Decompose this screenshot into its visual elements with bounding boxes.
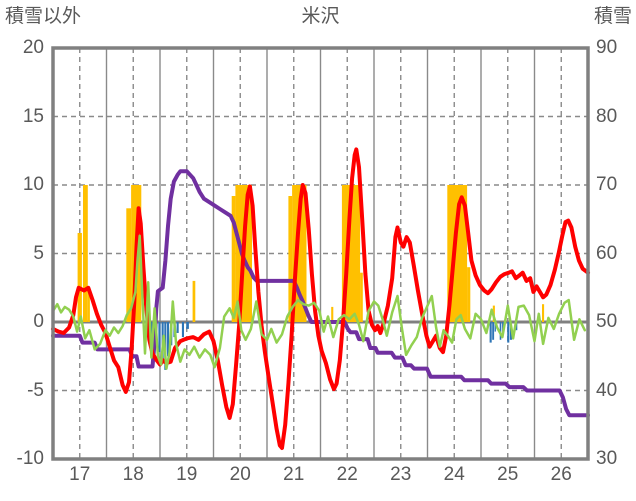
bars_blue_precipitation-bar [181, 322, 184, 338]
y-left-tick: 5 [33, 242, 44, 264]
y-left-tick: 0 [33, 311, 44, 332]
bars_orange_sunshine-bar [467, 267, 471, 322]
bars_blue_precipitation-bar [494, 322, 496, 332]
left-axis-title: 積雪以外 [5, 6, 82, 27]
bars_blue_precipitation-bar [150, 322, 153, 336]
y-right-tick: 30 [596, 448, 618, 469]
bars_blue_precipitation-bar [489, 322, 492, 343]
line_green [51, 234, 587, 370]
bars_blue_precipitation-bar [167, 322, 170, 357]
line_purple_snow_depth [51, 169, 590, 418]
y-right-tick: 90 [596, 37, 618, 58]
x-tick: 22 [336, 464, 358, 485]
bars_orange_sunshine-bar [87, 286, 90, 322]
bars_blue_precipitation-bar [186, 322, 189, 329]
bars_orange_sunshine-bar [126, 208, 132, 322]
right-axis-title: 積雪 [593, 6, 632, 27]
y-right-tick: 80 [596, 105, 618, 127]
x-tick: 19 [176, 464, 198, 485]
x-tick: 17 [69, 464, 91, 485]
bars_blue_precipitation-bar [176, 322, 179, 333]
x-tick: 20 [229, 464, 251, 485]
bars_orange_sunshine-bar [360, 272, 363, 322]
plot-border [51, 46, 590, 461]
bars_blue_precipitation-bar [158, 322, 161, 353]
bars_orange_sunshine-bar [83, 185, 88, 322]
x-tick: 18 [122, 464, 144, 485]
y-left-tick: 15 [22, 105, 44, 127]
y-left-tick: 20 [22, 37, 44, 58]
bars_blue_precipitation-bar [507, 322, 510, 343]
y-right-tick: 40 [596, 379, 618, 401]
bars_orange_sunshine-bar [192, 280, 196, 322]
y-right-tick: 50 [596, 311, 618, 332]
bars_blue_precipitation-bar [492, 322, 495, 340]
bars_orange_sunshine-bar [231, 196, 236, 322]
x-tick: 23 [390, 464, 412, 485]
bars_orange_sunshine-bar [542, 304, 545, 322]
y-left-tick: -5 [27, 379, 44, 401]
y-right-tick: 70 [596, 174, 618, 195]
x-tick: 25 [497, 464, 519, 485]
y-left-tick: 10 [22, 174, 44, 195]
bars_orange_sunshine-bar [77, 233, 82, 322]
y-right-tick: 60 [596, 242, 618, 264]
x-tick: 21 [283, 464, 305, 485]
y-left-tick: -10 [16, 448, 44, 469]
bars_orange_sunshine-bar [288, 196, 293, 322]
chart-title: 米沢 [301, 6, 340, 27]
x-tick: 24 [443, 464, 465, 485]
bars_blue_precipitation-bar [499, 322, 502, 340]
x-tick: 26 [550, 464, 572, 485]
bars_orange_sunshine-bar [331, 306, 334, 322]
